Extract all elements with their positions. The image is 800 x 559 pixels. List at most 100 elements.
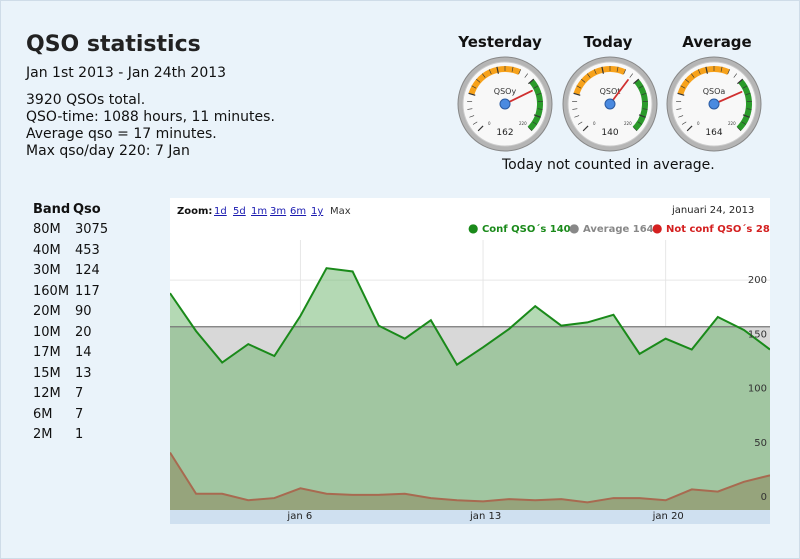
gauge-today: 0 220 QSOt 140 bbox=[562, 56, 658, 152]
gauge-tick bbox=[676, 108, 682, 110]
gauge-min-label: 0 bbox=[488, 121, 491, 126]
band-name: 12M bbox=[33, 386, 61, 401]
band-name: 40M bbox=[33, 242, 61, 258]
gauge-tick bbox=[528, 78, 535, 85]
band-name: 30M bbox=[33, 263, 61, 278]
zoom-3m-link[interactable]: 3m bbox=[270, 206, 287, 217]
notconf-area bbox=[170, 452, 770, 510]
gauge-tick bbox=[576, 85, 582, 89]
band-qso-count: 117 bbox=[75, 283, 100, 299]
zoom-1d-link[interactable]: 1d bbox=[214, 206, 227, 217]
gauge-hub bbox=[708, 98, 720, 110]
y-tick-label: 150 bbox=[748, 329, 767, 340]
gauge-tick bbox=[477, 125, 484, 132]
gauge-tick bbox=[574, 115, 580, 118]
band-name: 80M bbox=[33, 222, 61, 237]
x-tick-label: jan 20 bbox=[652, 511, 684, 522]
gauge-value: 162 bbox=[496, 128, 513, 138]
band-qso-count: 1 bbox=[75, 427, 84, 442]
gauge-tick bbox=[533, 114, 541, 118]
legend-average[interactable]: ● Average 164 bbox=[569, 221, 654, 235]
chart-current-date: januari 24, 2013 bbox=[672, 205, 755, 216]
gauge-average-title: Average bbox=[682, 33, 752, 51]
gauge-tick bbox=[741, 121, 747, 125]
date-range: Jan 1st 2013 - Jan 24th 2013 bbox=[26, 65, 227, 81]
gauge-tick bbox=[678, 115, 684, 118]
legend-conf-dot: ● bbox=[468, 221, 479, 235]
gauge-average: 0 220 QSOa 164 bbox=[666, 56, 762, 152]
gauge-tick bbox=[582, 125, 589, 132]
gauge-tick bbox=[467, 108, 473, 110]
legend-notconf[interactable]: ● Not conf QSO´s 28 bbox=[652, 221, 770, 235]
gauge-tick bbox=[633, 127, 638, 132]
gauge-tick bbox=[537, 108, 543, 110]
notconf-line bbox=[170, 451, 770, 504]
legend-conf[interactable]: ● Conf QSO´s 140 bbox=[468, 221, 571, 235]
gauge-today-title: Today bbox=[583, 33, 633, 51]
band-name: 17M bbox=[33, 345, 61, 360]
gauge-tick bbox=[677, 92, 685, 96]
gauge-tick bbox=[469, 115, 475, 118]
gauge-tick bbox=[481, 73, 486, 78]
band-qso-count: 7 bbox=[75, 386, 84, 401]
band-qso-count: 20 bbox=[75, 324, 92, 340]
gauge-label: QSOa bbox=[703, 87, 726, 96]
zoom-max-link[interactable]: Max bbox=[330, 206, 351, 217]
gauge-tick bbox=[472, 121, 478, 125]
legend-conf-label: Conf QSO´s 140 bbox=[481, 224, 571, 235]
conf-line bbox=[170, 267, 770, 367]
zoom-5d-link[interactable]: 5d bbox=[233, 206, 246, 217]
legend-average-dot: ● bbox=[569, 221, 580, 235]
gauge-tick bbox=[638, 85, 644, 89]
gauge-yesterday: 0 220 QSOy 162 bbox=[457, 56, 553, 152]
band-qso-count: 3075 bbox=[75, 222, 109, 237]
gauge-tick bbox=[533, 85, 539, 89]
band-qso-count: 90 bbox=[75, 304, 92, 319]
gauge-tick bbox=[468, 92, 476, 96]
chart-plot: 0 50 100 150 200 bbox=[170, 240, 770, 510]
gauge-tick bbox=[488, 69, 492, 75]
gauge-tick bbox=[532, 121, 538, 125]
zoom-1y-link[interactable]: 1y bbox=[311, 206, 324, 217]
zoom-1m-link[interactable]: 1m bbox=[251, 206, 268, 217]
band-qso-count: 13 bbox=[75, 365, 92, 381]
gauge-max-label: 220 bbox=[728, 121, 736, 126]
gauge-label: QSOt bbox=[600, 87, 621, 96]
gauge-tick bbox=[586, 73, 591, 78]
gauge-green-band bbox=[736, 79, 752, 131]
gauge-tick bbox=[742, 114, 750, 118]
gauge-tick bbox=[623, 69, 627, 75]
gauge-tick bbox=[471, 85, 477, 89]
gauge-tick bbox=[685, 78, 690, 83]
conf-area bbox=[170, 268, 770, 510]
gauge-hub bbox=[604, 98, 616, 110]
band-qso-count: 124 bbox=[75, 263, 100, 278]
gauge-value: 140 bbox=[601, 128, 618, 138]
band-name: 15M bbox=[33, 365, 61, 381]
page-title: QSO statistics bbox=[26, 32, 201, 57]
gauge-tick bbox=[637, 121, 643, 125]
gauge-green-band bbox=[632, 79, 648, 131]
gauge-min-label: 0 bbox=[593, 121, 596, 126]
gauge-tick bbox=[581, 78, 586, 83]
gauge-tick bbox=[705, 66, 708, 74]
gauge-label: QSOy bbox=[494, 87, 517, 96]
gauge-tick bbox=[737, 127, 742, 132]
gauge-tick bbox=[737, 78, 744, 85]
x-axis-bar: jan 6 jan 13 jan 20 bbox=[170, 510, 770, 524]
gauge-tick bbox=[572, 108, 578, 110]
gauge-value: 164 bbox=[705, 128, 722, 138]
stat-total: 3920 QSOs total. bbox=[26, 92, 146, 108]
band-name: 20M bbox=[33, 304, 61, 319]
gauge-tick bbox=[633, 78, 640, 85]
gauge-tick bbox=[746, 108, 752, 110]
zoom-6m-link[interactable]: 6m bbox=[290, 206, 307, 217]
x-tick-label: jan 6 bbox=[287, 511, 313, 522]
gauge-tick bbox=[528, 127, 533, 132]
gauge-tick bbox=[511, 66, 514, 72]
band-name: 10M bbox=[33, 324, 61, 340]
gauge-yesterday-title: Yesterday bbox=[458, 33, 542, 51]
y-tick-label: 0 bbox=[761, 492, 767, 503]
gauge-green-band bbox=[527, 79, 543, 131]
gauge-hub bbox=[499, 98, 511, 110]
